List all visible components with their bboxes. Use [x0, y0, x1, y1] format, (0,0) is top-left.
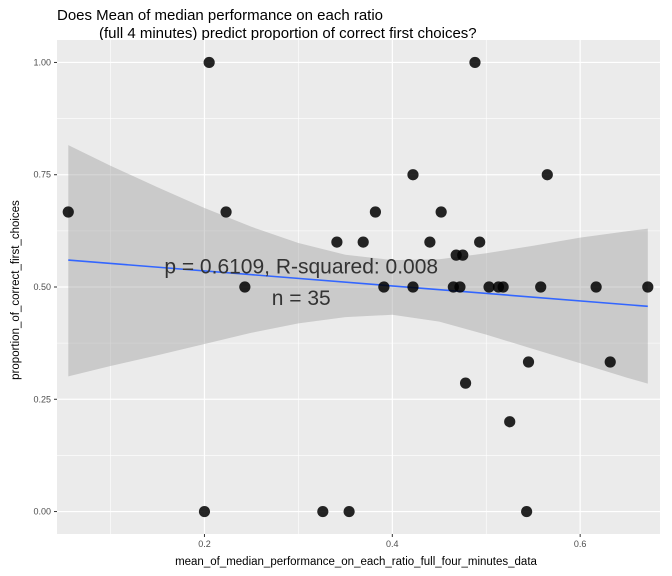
grid-major — [57, 40, 660, 534]
data-point — [369, 206, 382, 218]
data-point — [459, 377, 472, 389]
y-tick-label: 0.00 — [33, 507, 51, 517]
data-point — [642, 281, 654, 293]
y-tick-label: 1.00 — [33, 57, 51, 67]
data-point — [535, 281, 547, 293]
confidence-band — [68, 145, 648, 384]
data-points — [62, 56, 654, 518]
data-point — [239, 281, 251, 293]
data-point — [198, 505, 211, 518]
regression-line — [68, 259, 648, 308]
data-point — [504, 416, 516, 428]
data-point — [331, 236, 343, 248]
data-point — [357, 236, 369, 248]
fit-line — [68, 259, 648, 308]
data-point — [483, 281, 495, 293]
annotations: p = 0.6109, R-squared: 0.008 n = 35 — [164, 256, 438, 310]
y-axis-ticks: 0.00 0.25 0.50 0.75 1.00 — [33, 57, 57, 517]
data-point — [62, 206, 74, 218]
data-point — [497, 281, 509, 293]
chart-title: Does Mean of median performance on each … — [57, 7, 477, 43]
y-tick-label: 0.75 — [33, 170, 51, 180]
data-point — [521, 505, 533, 518]
x-tick-label: 0.6 — [574, 539, 587, 549]
data-point — [424, 236, 436, 248]
x-axis-ticks: 0.2 0.4 0.6 — [198, 534, 586, 549]
confidence-band-area — [68, 145, 648, 384]
data-point — [407, 169, 419, 181]
data-point — [457, 249, 469, 261]
data-point — [454, 281, 466, 293]
annotation-2: n = 35 — [272, 287, 331, 310]
x-tick-label: 0.4 — [386, 539, 399, 549]
y-tick-label: 0.25 — [33, 394, 51, 404]
chart-title-line1: Does Mean of median performance on each … — [57, 7, 384, 24]
chart-title-line2: (full 4 minutes) predict proportion of c… — [99, 25, 477, 42]
data-point — [203, 56, 215, 69]
data-point — [317, 505, 329, 518]
x-axis-label: mean_of_median_performance_on_each_ratio… — [175, 556, 537, 568]
data-point — [407, 281, 419, 293]
x-tick-label: 0.2 — [198, 539, 211, 549]
y-tick-label: 0.50 — [33, 282, 51, 292]
data-point — [378, 281, 390, 293]
data-point — [522, 356, 535, 368]
data-point — [474, 236, 486, 248]
annotation-1: p = 0.6109, R-squared: 0.008 — [164, 256, 438, 279]
data-point — [541, 169, 553, 181]
data-point — [590, 281, 602, 293]
data-point — [469, 56, 481, 69]
y-axis-label: proportion_of_correct_first_choices — [10, 200, 22, 380]
data-point — [220, 206, 232, 218]
data-point — [343, 505, 355, 518]
data-point — [435, 206, 447, 218]
data-point — [604, 356, 616, 368]
